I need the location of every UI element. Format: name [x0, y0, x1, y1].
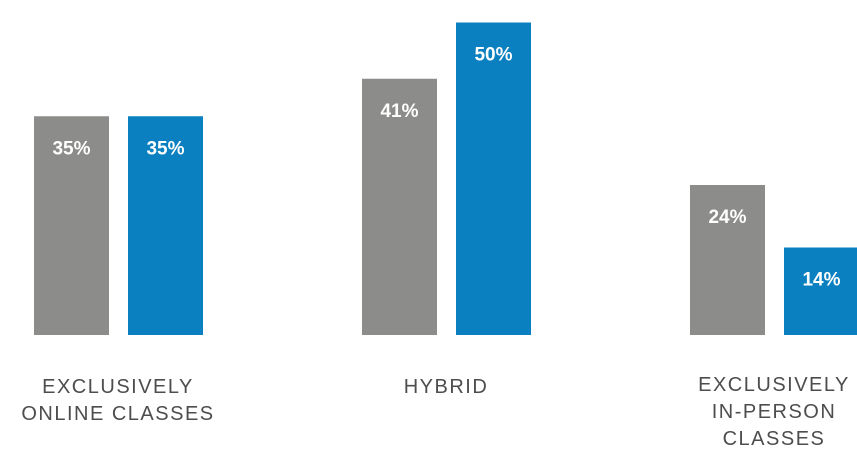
- category-label-line: EXCLUSIVELY: [698, 374, 850, 396]
- bar-s1-c3: [690, 185, 765, 335]
- bar-value-label: 50%: [474, 45, 512, 66]
- category-label-line: CLASSES: [722, 428, 826, 450]
- bar-value-label: 41%: [380, 101, 418, 122]
- bar-value-label: 14%: [802, 270, 840, 291]
- bar-s2-c3: [784, 247, 857, 335]
- bar-s1-c1: [34, 116, 109, 335]
- category-label-line: HYBRID: [403, 376, 489, 398]
- category-label: HYBRID: [346, 374, 546, 401]
- bar-s2-c1: [128, 116, 203, 335]
- category-label-line: IN-PERSON: [711, 401, 837, 423]
- bar-s2-c2: [456, 22, 531, 335]
- bar-value-label: 35%: [146, 138, 184, 159]
- category-label-line: ONLINE CLASSES: [21, 403, 215, 425]
- bar-s1-c2: [362, 78, 437, 335]
- category-label: EXCLUSIVELY ONLINE CLASSES: [0, 374, 248, 428]
- bar-value-label: 24%: [708, 207, 746, 228]
- category-label-line: EXCLUSIVELY: [42, 376, 194, 398]
- category-label: EXCLUSIVELY IN-PERSON CLASSES: [664, 372, 857, 453]
- bar-value-label: 35%: [52, 138, 90, 159]
